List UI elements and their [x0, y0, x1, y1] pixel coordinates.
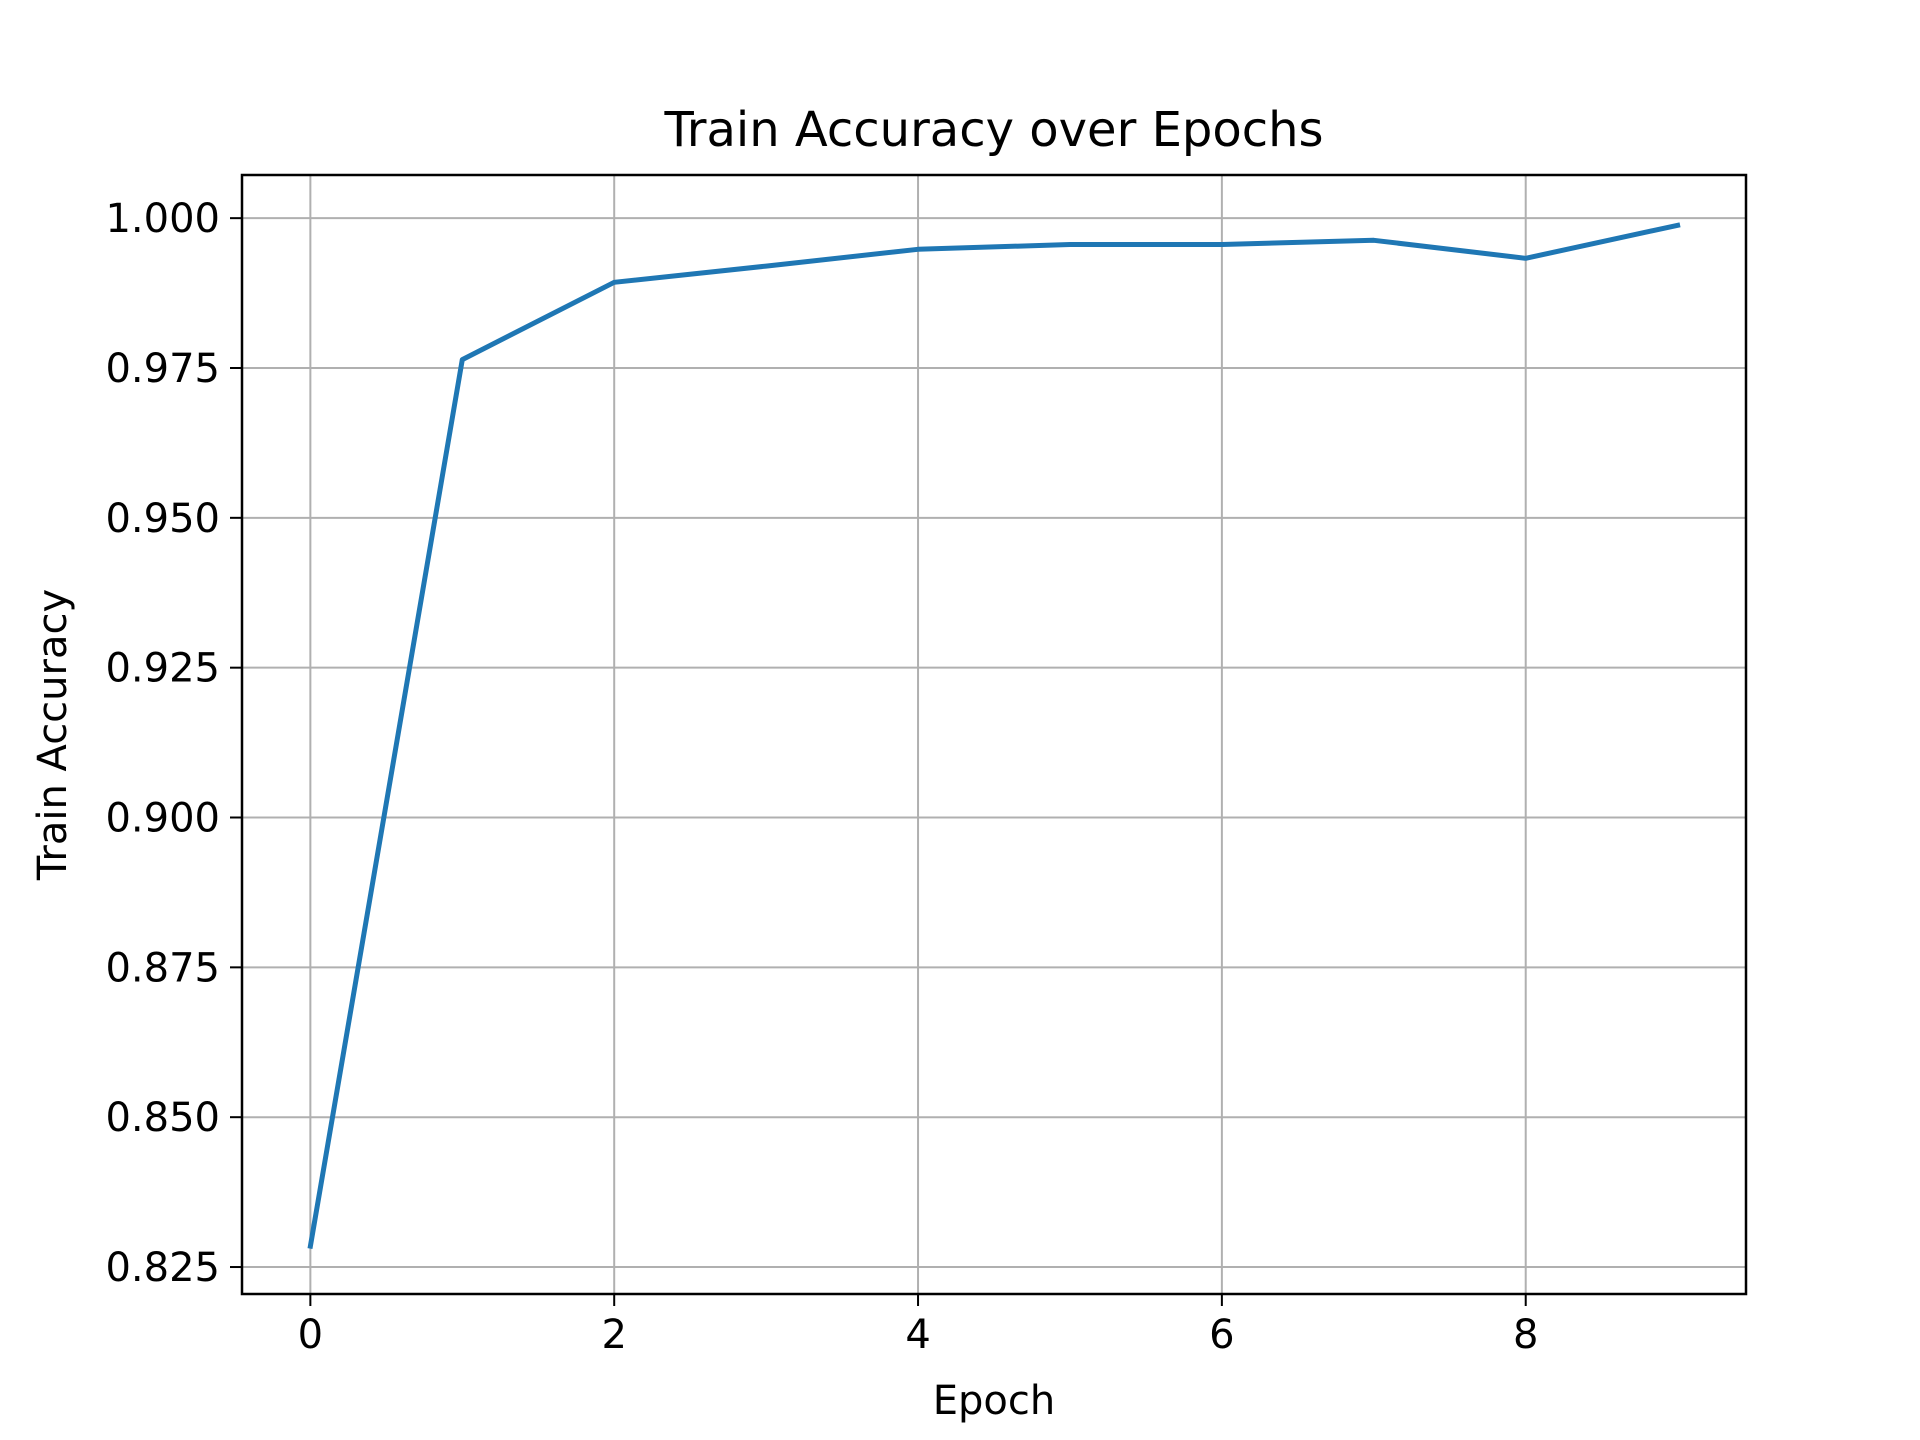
y-tick-label: 0.900 — [105, 796, 220, 842]
x-tick-label: 0 — [298, 1312, 323, 1358]
y-tick-label: 1.000 — [105, 196, 220, 242]
series-layer — [307, 222, 1681, 1249]
y-tick-label: 0.850 — [105, 1095, 220, 1141]
series-line — [307, 222, 1681, 1249]
y-tick-label: 0.925 — [105, 646, 220, 692]
y-tick-label: 0.825 — [105, 1245, 220, 1291]
x-axis: 0 2 4 6 8 — [298, 1294, 1538, 1358]
x-tick-label: 6 — [1209, 1312, 1234, 1358]
y-axis-title: Train Accuracy — [30, 589, 76, 881]
y-axis: 0.825 0.850 0.875 0.900 0.925 0.950 0.975 1.000 — [105, 196, 242, 1291]
grid — [242, 175, 1746, 1294]
y-tick-label: 0.875 — [105, 945, 220, 991]
x-tick-label: 4 — [905, 1312, 930, 1358]
chart-title: Train Accuracy over Epochs — [663, 102, 1323, 158]
x-tick-label: 2 — [601, 1312, 626, 1358]
axes-frame — [240, 173, 1748, 1296]
x-tick-label: 8 — [1513, 1312, 1538, 1358]
x-axis-title: Epoch — [933, 1378, 1055, 1424]
y-tick-label: 0.950 — [105, 496, 220, 542]
y-tick-label: 0.975 — [105, 346, 220, 392]
